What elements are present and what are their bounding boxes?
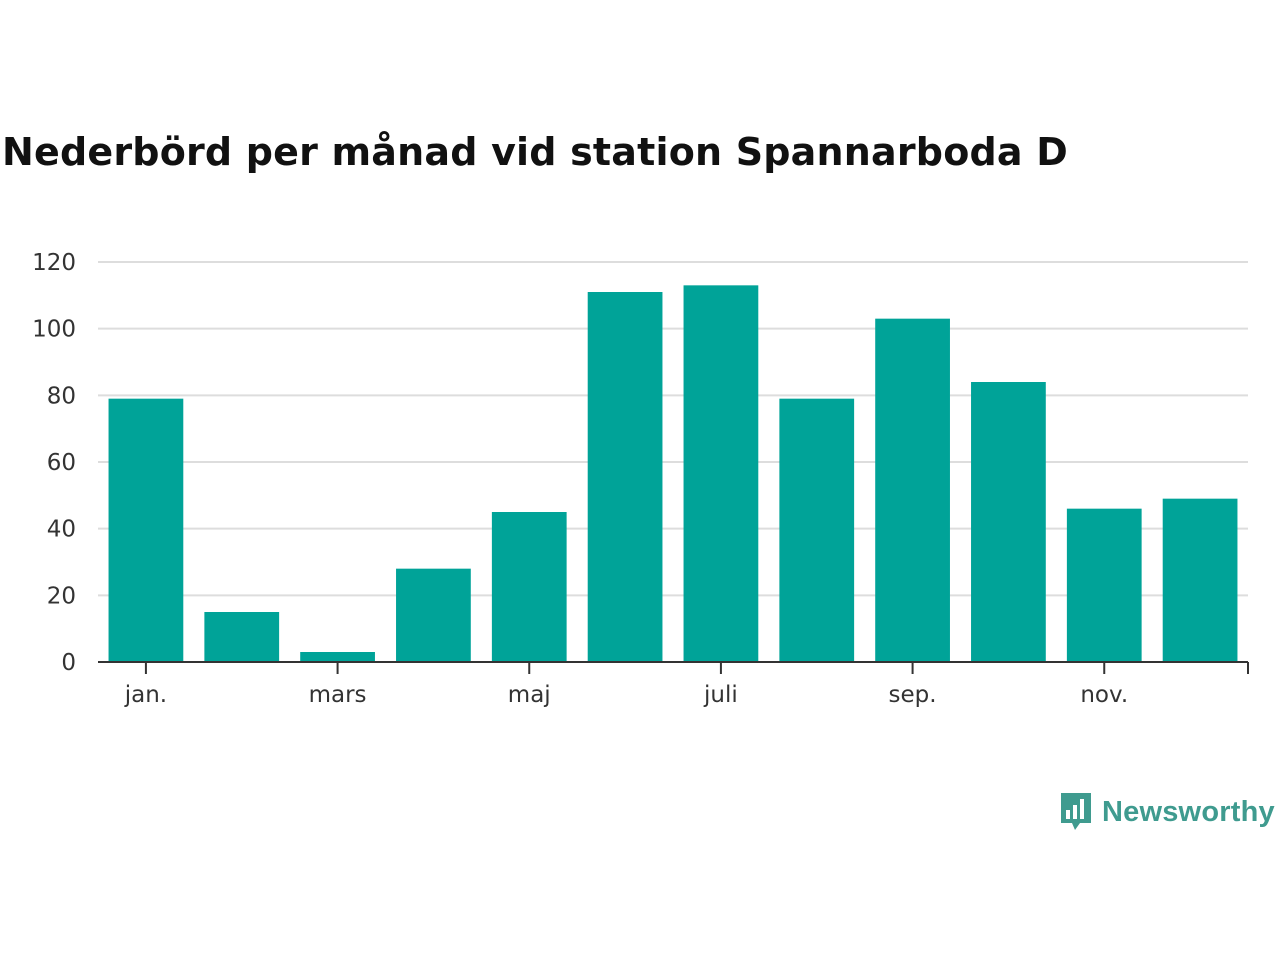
- y-axis-labels: 0 20 40 60 80 100 120: [32, 250, 76, 676]
- x-tick-label: maj: [508, 682, 551, 708]
- gridlines: [98, 261, 1248, 597]
- x-axis-ticks: jan. mars maj juli sep. nov.: [124, 662, 1128, 708]
- bar-feb: [204, 612, 280, 662]
- bar-dec: [1162, 498, 1238, 662]
- y-tick-label: 40: [47, 517, 76, 543]
- chart-title: Nederbörd per månad vid station Spannarb…: [2, 130, 1068, 174]
- bar-aug: [779, 398, 855, 662]
- y-tick-label: 100: [32, 317, 76, 343]
- bars: [108, 285, 1238, 662]
- x-tick-label: jan.: [124, 682, 167, 708]
- bar-juli: [683, 285, 759, 662]
- bar-jan: [108, 398, 184, 662]
- x-tick-label: nov.: [1080, 682, 1128, 708]
- x-tick-label: sep.: [889, 682, 937, 708]
- bar-mars: [300, 652, 375, 662]
- brand-name: Newsworthy: [1102, 795, 1275, 828]
- newsworthy-logo-icon: [1061, 793, 1091, 830]
- x-tick-label: juli: [703, 682, 738, 708]
- bar-maj: [491, 512, 567, 662]
- bar-apr: [396, 568, 471, 662]
- y-tick-label: 20: [47, 583, 76, 609]
- y-tick-label: 80: [47, 383, 76, 409]
- x-tick-label: mars: [309, 682, 367, 708]
- bar-okt: [971, 382, 1046, 662]
- y-tick-label: 60: [47, 450, 76, 476]
- bar-juni: [587, 292, 663, 662]
- bar-sep: [875, 318, 950, 662]
- y-tick-label: 120: [32, 250, 76, 276]
- y-tick-label: 0: [61, 650, 76, 676]
- newsworthy-brand: Newsworthy: [1058, 790, 1275, 834]
- bar-nov: [1066, 508, 1142, 662]
